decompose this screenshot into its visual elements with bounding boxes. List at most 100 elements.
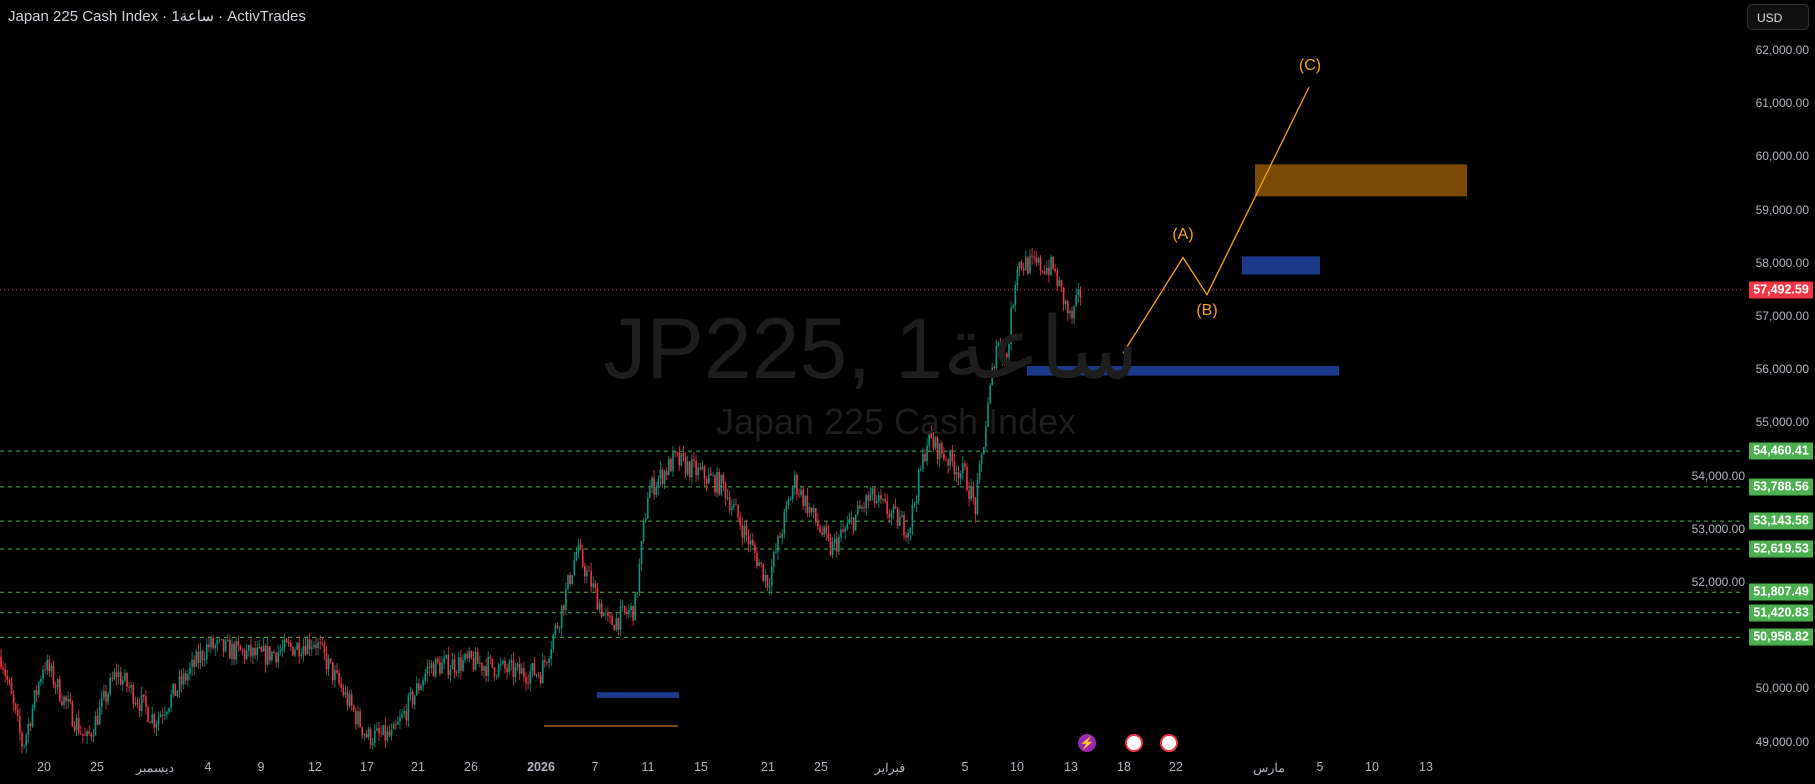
candle xyxy=(122,680,124,685)
candle xyxy=(584,566,586,577)
candle xyxy=(212,638,214,649)
candle xyxy=(323,643,326,654)
candle xyxy=(103,691,105,698)
candle xyxy=(542,660,544,684)
candle xyxy=(453,659,456,673)
candle xyxy=(651,477,653,488)
candle xyxy=(321,642,324,644)
candle xyxy=(577,544,580,553)
candle xyxy=(619,606,622,630)
candle xyxy=(913,503,916,505)
time-tick: 7 xyxy=(591,760,599,774)
candle xyxy=(531,663,534,672)
candle xyxy=(277,652,279,663)
candle xyxy=(632,605,634,621)
candle xyxy=(901,515,903,518)
candle xyxy=(756,553,758,567)
candle xyxy=(266,646,269,665)
candle xyxy=(588,570,590,572)
candle xyxy=(596,587,599,610)
candle xyxy=(623,605,626,612)
candle xyxy=(903,515,905,536)
candle xyxy=(483,666,485,671)
candle xyxy=(539,675,542,684)
candle xyxy=(823,526,825,535)
candle xyxy=(88,731,90,734)
candle xyxy=(308,639,311,650)
candle xyxy=(642,522,645,542)
candle xyxy=(710,473,712,476)
candle xyxy=(957,472,960,479)
candle xyxy=(962,463,964,474)
candle xyxy=(17,709,19,717)
candle xyxy=(491,658,494,668)
candle xyxy=(863,506,865,509)
candle xyxy=(233,643,235,660)
candle xyxy=(178,676,181,691)
candle xyxy=(115,671,118,677)
candle xyxy=(40,679,42,683)
candle xyxy=(1039,258,1042,271)
candle xyxy=(353,705,355,711)
candle xyxy=(739,517,741,526)
candle xyxy=(25,734,27,746)
candle xyxy=(497,664,500,677)
candle xyxy=(407,695,410,721)
candle xyxy=(716,471,718,493)
candle xyxy=(187,674,189,681)
candle xyxy=(371,742,374,745)
candle xyxy=(311,647,313,650)
candle xyxy=(1035,257,1038,263)
candle xyxy=(315,644,317,648)
lightning-event-icon[interactable]: ⚡ xyxy=(1078,734,1096,752)
candle xyxy=(1018,261,1021,270)
candle xyxy=(762,563,765,581)
candle xyxy=(52,665,55,686)
candle xyxy=(447,654,450,675)
candle xyxy=(283,639,286,648)
candle xyxy=(132,685,135,705)
candle xyxy=(344,691,347,696)
price-axis[interactable]: 62,000.00 61,000.00 60,000.00 59,000.00 58,0… xyxy=(1692,0,1815,784)
candle xyxy=(420,685,422,691)
candle xyxy=(313,644,315,648)
candle xyxy=(403,710,405,714)
candle xyxy=(69,698,72,703)
candle xyxy=(1008,344,1010,358)
candle xyxy=(932,438,935,448)
candle xyxy=(180,676,183,685)
candle xyxy=(428,666,431,668)
candle xyxy=(0,656,2,668)
us-flag-event-icon[interactable] xyxy=(1125,734,1143,752)
candle xyxy=(758,562,760,567)
candle xyxy=(821,532,823,535)
blue-zone xyxy=(597,692,679,698)
candle xyxy=(728,497,731,511)
candle xyxy=(787,500,790,506)
candle xyxy=(54,685,57,688)
candle xyxy=(340,683,342,688)
candle xyxy=(229,639,231,659)
currency-button[interactable]: USD xyxy=(1747,4,1809,30)
candle xyxy=(365,734,368,738)
candle xyxy=(262,645,265,652)
us-flag-event-icon[interactable] xyxy=(1160,734,1178,752)
candle xyxy=(1069,311,1071,314)
candle xyxy=(537,674,540,676)
price-chart[interactable] xyxy=(0,0,1742,784)
wave-label-c: (C) xyxy=(1298,57,1322,74)
candle xyxy=(75,717,78,731)
candle xyxy=(663,470,666,485)
candle xyxy=(336,670,338,673)
candle xyxy=(474,651,477,670)
candle xyxy=(441,662,443,674)
candle xyxy=(140,694,143,711)
candle xyxy=(567,574,569,589)
candle xyxy=(909,527,912,533)
candle xyxy=(275,653,277,663)
candle xyxy=(395,723,397,725)
candle xyxy=(1067,301,1069,314)
candle xyxy=(218,639,221,641)
candle xyxy=(878,495,880,502)
candle xyxy=(1075,294,1077,306)
